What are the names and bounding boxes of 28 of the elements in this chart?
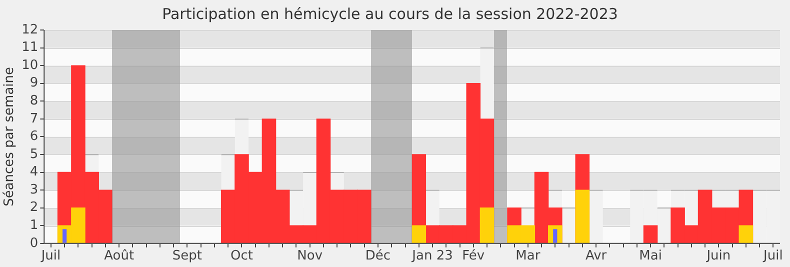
x-tick-label: Juil [40,248,61,264]
x-tick-label: Mai [639,248,662,264]
x-tick-label: Nov [297,248,323,264]
y-tick-label: 9 [30,76,38,91]
y-tick-label: 6 [30,129,38,144]
x-tick-label: Juin [706,248,731,264]
y-tick-label: 2 [30,200,38,216]
x-tick-label: Jan 23 [411,248,453,264]
x-tick-label: Déc [365,248,391,264]
y-axis-title: Séances par semaine [2,66,18,206]
x-tick-label: Juil [762,248,783,264]
y-tick-label: 12 [22,22,38,38]
y-tick-label: 0 [30,236,38,251]
y-tick-label: 10 [22,58,38,73]
x-tick-label: Oct [230,248,253,264]
x-tick-label: Fév [462,248,485,264]
y-tick-label: 1 [30,218,38,233]
x-tick-label: Mar [516,248,541,264]
y-tick-label: 5 [30,146,38,162]
y-tick-label: 11 [22,40,38,56]
y-tick-label: 8 [30,94,38,109]
chart-title: Participation en hémicycle au cours de la session 2022-2023 [162,4,618,23]
y-tick-label: 3 [30,182,38,198]
x-tick-label: Sept [172,248,202,264]
y-tick-label: 7 [30,111,38,126]
x-tick-label: Août [104,248,134,264]
y-tick-label: 4 [30,164,38,180]
x-tick-label: Avr [585,248,608,264]
